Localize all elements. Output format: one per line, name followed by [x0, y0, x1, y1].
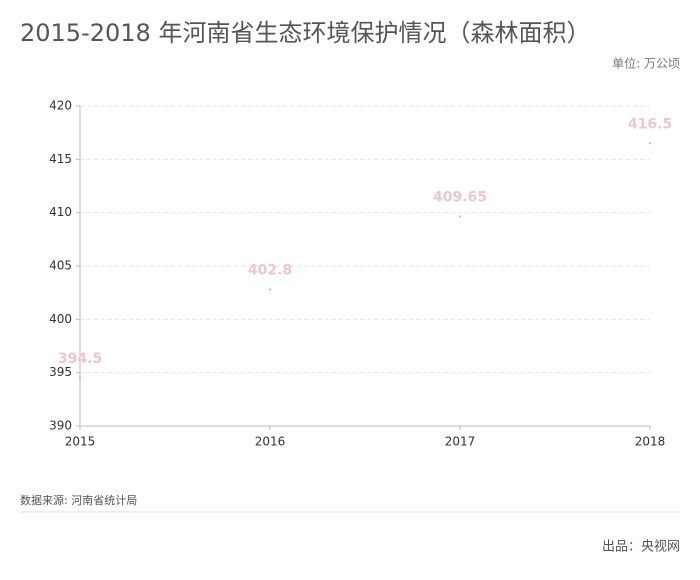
point	[649, 142, 651, 145]
x-tick-label: 2015	[65, 435, 96, 449]
value-label: 409.65	[433, 189, 487, 205]
y-tick-label: 390	[49, 419, 72, 433]
point	[459, 215, 461, 218]
y-tick-label: 410	[49, 205, 72, 219]
x-tick-label: 2016	[255, 435, 286, 449]
x-tick-label: 2017	[445, 435, 476, 449]
value-label: 394.5	[58, 351, 102, 367]
y-tick-label: 420	[49, 99, 72, 113]
unit-label: 单位: 万公顷	[612, 56, 680, 71]
y-tick-label: 400	[49, 312, 72, 326]
x-tick-label: 2018	[635, 435, 666, 449]
source-note: 数据来源: 河南省统计局	[20, 493, 137, 507]
credit: 出品：央视网	[602, 540, 680, 555]
chart-title: 2015-2018 年河南省生态环境保护情况（森林面积）	[20, 19, 590, 47]
y-tick-label: 395	[49, 365, 72, 379]
value-label: 402.8	[248, 262, 292, 278]
y-tick-label: 415	[49, 152, 72, 166]
value-label: 416.5	[628, 116, 672, 132]
point	[79, 377, 81, 379]
y-tick-label: 405	[49, 259, 72, 273]
point	[269, 288, 271, 291]
